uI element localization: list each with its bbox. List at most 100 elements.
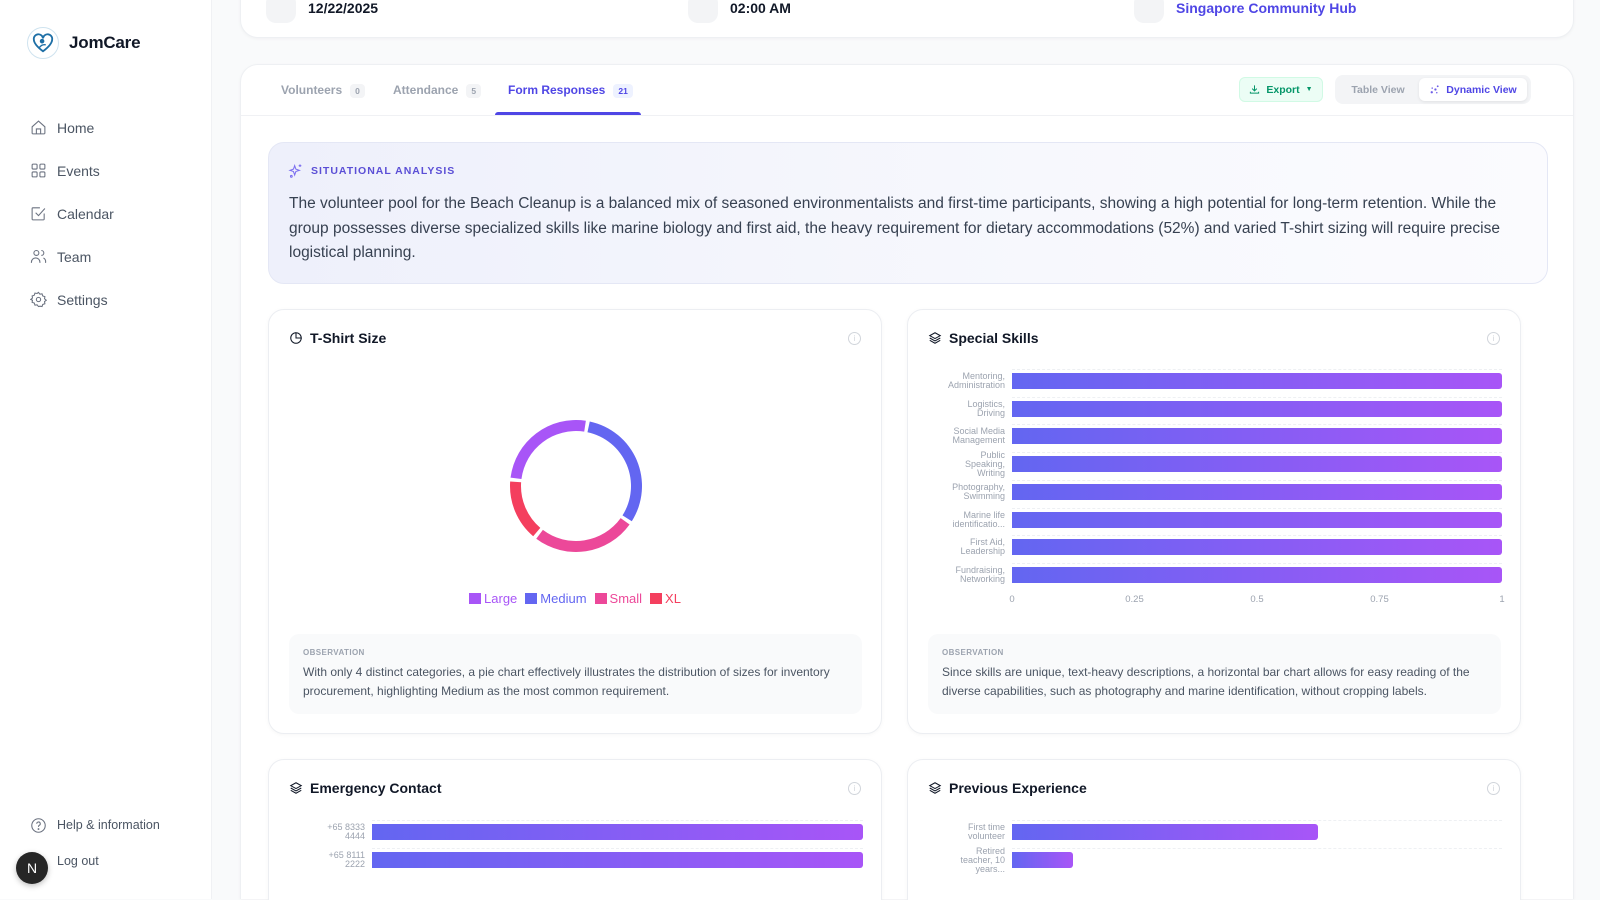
bar-label: Retired teacher, 10 years... bbox=[960, 845, 1005, 874]
brand[interactable]: JomCare bbox=[27, 27, 141, 59]
grid-icon bbox=[31, 163, 46, 178]
sidebar-item-events[interactable]: Events bbox=[30, 149, 200, 192]
grid-line bbox=[1012, 562, 1502, 564]
legend-swatch bbox=[525, 593, 538, 604]
bar-label: Fundraising, Networking bbox=[955, 564, 1005, 584]
donut-slice-large[interactable] bbox=[510, 420, 586, 480]
grid-line bbox=[1012, 848, 1502, 849]
bar[interactable] bbox=[1012, 824, 1319, 840]
analysis-text: The volunteer pool for the Beach Cleanup… bbox=[289, 195, 1500, 261]
observation-text: With only 4 distinct categories, a pie c… bbox=[303, 665, 830, 698]
tab-volunteers[interactable]: Volunteers 0 bbox=[281, 83, 365, 114]
event-time-value: 02:00 AM bbox=[730, 0, 791, 16]
table-view-label: Table View bbox=[1351, 83, 1405, 96]
legend-label: XL bbox=[665, 591, 681, 606]
tab-bar: Volunteers 0 Attendance 5 Form Responses… bbox=[241, 65, 1573, 116]
bar-label: Social Media Management bbox=[952, 426, 1005, 446]
sidebar-item-label: Settings bbox=[57, 291, 108, 308]
grid-line bbox=[1012, 507, 1502, 509]
legend-item-xl[interactable]: XL bbox=[650, 591, 681, 606]
gear-icon bbox=[30, 291, 47, 308]
dynamic-view-button[interactable]: Dynamic View bbox=[1419, 78, 1527, 101]
jomcare-logo-icon bbox=[27, 27, 59, 59]
donut-slice-xl[interactable] bbox=[510, 481, 541, 537]
event-location-link[interactable]: Singapore Community Hub bbox=[1176, 0, 1357, 16]
bar[interactable] bbox=[1012, 373, 1502, 389]
card-title-text: Previous Experience bbox=[949, 780, 1087, 796]
responses-panel: Volunteers 0 Attendance 5 Form Responses… bbox=[240, 64, 1574, 900]
event-date-value: 12/22/2025 bbox=[308, 0, 379, 16]
bar[interactable] bbox=[372, 852, 863, 868]
tab-form-responses[interactable]: Form Responses 21 bbox=[508, 83, 633, 114]
sidebar-item-calendar[interactable]: Calendar bbox=[30, 192, 200, 235]
bar-label: First time volunteer bbox=[967, 822, 1005, 841]
tab-count: 21 bbox=[613, 84, 633, 98]
sidebar-item-label: Team bbox=[57, 248, 92, 265]
tab-count: 0 bbox=[350, 84, 365, 98]
export-label: Export bbox=[1266, 83, 1300, 96]
avatar[interactable]: N bbox=[16, 852, 48, 884]
bar-label: +65 8111 2222 bbox=[328, 850, 365, 869]
emergency-bar-chart: +65 8333 4444 +65 8111 2222 bbox=[269, 760, 881, 900]
sidebar: JomCare Home Events Calendar Team Settin… bbox=[0, 0, 212, 899]
bar[interactable] bbox=[1012, 428, 1502, 445]
observation-label: OBSERVATION bbox=[942, 648, 1004, 657]
pie-chart-icon bbox=[290, 332, 302, 344]
bar[interactable] bbox=[1012, 456, 1502, 473]
active-tab-indicator bbox=[495, 112, 641, 115]
tab-label: Attendance bbox=[393, 83, 459, 97]
analysis-heading-text: SITUATIONAL ANALYSIS bbox=[311, 165, 456, 177]
export-button[interactable]: Export ▼ bbox=[1239, 77, 1323, 102]
tab-attendance[interactable]: Attendance 5 bbox=[393, 83, 482, 114]
bar[interactable] bbox=[1012, 852, 1074, 868]
sidebar-item-settings[interactable]: Settings bbox=[30, 278, 200, 321]
bar-label: Mentoring, Administration bbox=[947, 371, 1005, 390]
bar[interactable] bbox=[1012, 539, 1502, 556]
layers-icon bbox=[928, 782, 942, 794]
sidebar-item-home[interactable]: Home bbox=[30, 106, 200, 149]
card-title: T-Shirt Size bbox=[289, 330, 386, 346]
emergency-contact-card: Emergency Contact i +65 8333 4444 +65 8111… bbox=[268, 759, 882, 900]
info-icon[interactable]: i bbox=[848, 332, 861, 345]
table-view-button[interactable]: Table View bbox=[1339, 78, 1417, 101]
donut-slice-medium[interactable] bbox=[587, 421, 642, 522]
x-tick-label: 0.25 bbox=[1125, 594, 1144, 605]
card-title: Emergency Contact bbox=[289, 780, 441, 796]
bar-label: Public Speaking, Writing bbox=[964, 449, 1005, 478]
bar[interactable] bbox=[1012, 483, 1502, 500]
legend-label: Medium bbox=[540, 591, 587, 606]
info-icon[interactable]: i bbox=[848, 782, 861, 795]
card-title-text: T-Shirt Size bbox=[310, 330, 387, 346]
analysis-heading: SITUATIONAL ANALYSIS bbox=[288, 163, 455, 179]
previous-experience-card: Previous Experience i First time voluntee… bbox=[907, 759, 1521, 900]
bar[interactable] bbox=[1012, 566, 1502, 583]
legend-item-small[interactable]: Small bbox=[594, 591, 643, 606]
help-link[interactable]: Help & information bbox=[30, 812, 160, 838]
info-icon[interactable]: i bbox=[1487, 782, 1500, 795]
legend-label: Small bbox=[609, 591, 643, 606]
bar[interactable] bbox=[1012, 400, 1502, 417]
legend-item-large[interactable]: Large bbox=[469, 591, 517, 606]
donut-slice-small[interactable] bbox=[536, 518, 630, 552]
sidebar-footer: Help & information Log out bbox=[30, 812, 160, 874]
observation-label: OBSERVATION bbox=[303, 648, 365, 657]
tshirt-size-card: T-Shirt Size i Large Medium Small XL OBSERV… bbox=[268, 309, 882, 734]
card-title-text: Special Skills bbox=[949, 330, 1039, 346]
layers-icon bbox=[928, 332, 942, 344]
app-name: JomCare bbox=[69, 33, 141, 52]
legend-item-medium[interactable]: Medium bbox=[525, 591, 587, 606]
bar-label: +65 8333 4444 bbox=[327, 822, 365, 841]
logout-button[interactable]: Log out bbox=[30, 848, 160, 874]
home-icon bbox=[31, 120, 46, 135]
x-tick-label: 0.75 bbox=[1370, 594, 1389, 605]
sidebar-item-team[interactable]: Team bbox=[30, 235, 200, 278]
situational-analysis: SITUATIONAL ANALYSIS The volunteer pool … bbox=[268, 142, 1548, 284]
card-title: Special Skills bbox=[928, 330, 1039, 346]
legend-swatch bbox=[650, 593, 663, 604]
bar[interactable] bbox=[1012, 511, 1502, 528]
dynamic-view-label: Dynamic View bbox=[1446, 83, 1517, 96]
info-icon[interactable]: i bbox=[1487, 332, 1500, 345]
bar[interactable] bbox=[372, 824, 863, 840]
chart-legend: Large Medium Small XL bbox=[269, 591, 881, 606]
observation-text: Since skills are unique, text-heavy desc… bbox=[942, 665, 1470, 698]
